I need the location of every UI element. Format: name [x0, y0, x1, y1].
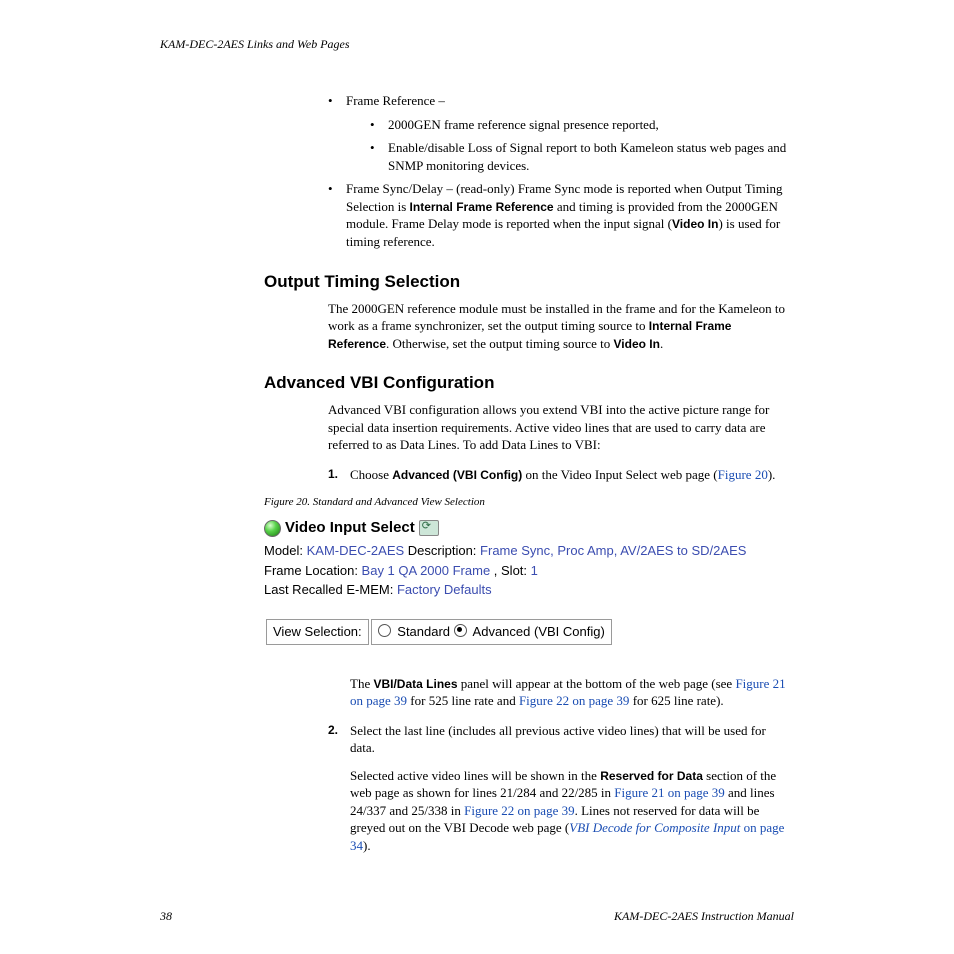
link-figure-22b[interactable]: Figure 22 on page 39	[464, 803, 574, 818]
view-selection-label: View Selection:	[266, 619, 369, 645]
step-2: 2. Select the last line (includes all pr…	[328, 722, 794, 855]
link-vbi-decode[interactable]: VBI Decode for Composite Input	[569, 820, 740, 835]
steps-list-2: 2. Select the last line (includes all pr…	[328, 722, 794, 855]
widget-model-line: Model: KAM-DEC-2AES Description: Frame S…	[264, 542, 794, 560]
frame-ref-label: Frame Reference –	[346, 93, 445, 108]
link-figure-20[interactable]: Figure 20	[718, 467, 768, 482]
section2-body: Advanced VBI configuration allows you ex…	[328, 401, 794, 483]
radio-standard[interactable]	[378, 624, 391, 637]
bullet-list-top: Frame Reference – 2000GEN frame referenc…	[328, 92, 794, 250]
bold-internal-frame-ref: Internal Frame Reference	[410, 200, 554, 214]
widget-emem-line: Last Recalled E-MEM: Factory Defaults	[264, 581, 794, 599]
fr-sub-2: Enable/disable Loss of Signal report to …	[370, 139, 794, 174]
heading-output-timing: Output Timing Selection	[264, 271, 794, 294]
document-page: KAM-DEC-2AES Links and Web Pages Frame R…	[0, 0, 954, 896]
widget-title: Video Input Select	[285, 518, 415, 538]
link-figure-22a[interactable]: Figure 22 on page 39	[519, 693, 629, 708]
running-header: KAM-DEC-2AES Links and Web Pages	[160, 36, 794, 52]
step2-sub: Selected active video lines will be show…	[350, 767, 794, 855]
section1-body: The 2000GEN reference module must be ins…	[328, 300, 794, 353]
frame-location-value: Bay 1 QA 2000 Frame	[362, 563, 491, 578]
view-selection-table: View Selection: Standard Advanced (VBI C…	[264, 617, 794, 647]
manual-title: KAM-DEC-2AES Instruction Manual	[614, 908, 794, 924]
emem-value: Factory Defaults	[397, 582, 492, 597]
section2-intro: Advanced VBI configuration allows you ex…	[328, 401, 794, 454]
bullet-frame-sync: Frame Sync/Delay – (read-only) Frame Syn…	[328, 180, 794, 250]
step1-number: 1.	[328, 466, 338, 482]
slot-value: 1	[531, 563, 538, 578]
description-value: Frame Sync, Proc Amp, AV/2AES to SD/2AES	[480, 543, 746, 558]
body-content: Frame Reference – 2000GEN frame referenc…	[328, 92, 794, 250]
view-selection-options: Standard Advanced (VBI Config)	[371, 619, 612, 645]
fr-sub-1: 2000GEN frame reference signal presence …	[370, 116, 794, 134]
step2-number: 2.	[328, 722, 338, 738]
steps-list: 1. Choose Advanced (VBI Config) on the V…	[328, 466, 794, 484]
bold-video-in: Video In	[672, 217, 718, 231]
after-figure-paragraph: The VBI/Data Lines panel will appear at …	[328, 675, 794, 710]
radio-advanced[interactable]	[454, 624, 467, 637]
model-value: KAM-DEC-2AES	[307, 543, 405, 558]
after-figure-body: The VBI/Data Lines panel will appear at …	[328, 675, 794, 855]
video-input-select-widget: Video Input Select Model: KAM-DEC-2AES D…	[264, 518, 794, 599]
refresh-icon[interactable]	[419, 520, 439, 536]
page-footer: 38 KAM-DEC-2AES Instruction Manual	[160, 908, 794, 924]
heading-advanced-vbi: Advanced VBI Configuration	[264, 372, 794, 395]
status-dot-icon	[264, 520, 281, 537]
bullet-frame-reference: Frame Reference – 2000GEN frame referenc…	[328, 92, 794, 174]
figure-20-caption: Figure 20. Standard and Advanced View Se…	[264, 495, 794, 510]
frame-ref-sublist: 2000GEN frame reference signal presence …	[370, 116, 794, 175]
page-number: 38	[160, 908, 172, 924]
widget-title-row: Video Input Select	[264, 518, 794, 538]
section1-paragraph: The 2000GEN reference module must be ins…	[328, 300, 794, 353]
step-1: 1. Choose Advanced (VBI Config) on the V…	[328, 466, 794, 484]
widget-frame-line: Frame Location: Bay 1 QA 2000 Frame , Sl…	[264, 562, 794, 580]
link-figure-21b[interactable]: Figure 21 on page 39	[614, 785, 724, 800]
